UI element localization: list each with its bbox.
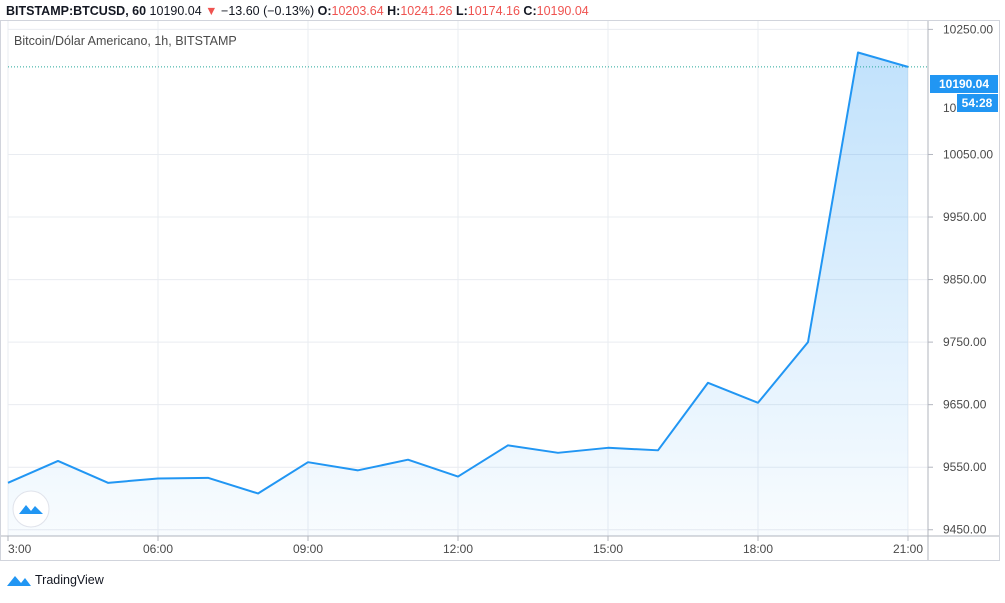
- price-badge-box: [930, 75, 998, 93]
- footer-brand[interactable]: TradingView: [35, 573, 104, 587]
- symbol-header: BITSTAMP:BTCUSD, 60 10190.04 ▼ −13.60 (−…: [6, 2, 589, 20]
- countdown-badge-box: [957, 94, 998, 112]
- logo-button-circle[interactable]: [12, 490, 50, 528]
- chart-logo-icon: [19, 505, 43, 514]
- grid-lines: [7, 20, 928, 536]
- high-value: 10241.26: [400, 4, 453, 18]
- tradingview-cloud-icon: [7, 576, 31, 586]
- chart-subtitle: Bitcoin/Dólar Americano, 1h, BITSTAMP: [14, 34, 237, 48]
- countdown-value: 54:28: [962, 96, 993, 110]
- y-tick-label: 9650.00: [943, 398, 987, 412]
- y-tick-label: 9850.00: [943, 273, 987, 287]
- close-value: 10190.04: [536, 4, 589, 18]
- area-fill: [8, 52, 908, 537]
- area-series: [8, 52, 908, 537]
- partial-tick-label: 10: [943, 101, 957, 115]
- low-label: L:: [455, 4, 468, 18]
- open-value: 10203.64: [331, 4, 384, 18]
- price-change: −13.60 (−0.13%): [221, 4, 315, 18]
- x-tick-label: 21:00: [893, 542, 923, 556]
- y-tick-label: 9750.00: [943, 335, 987, 349]
- x-axis: 3:00 06:00 09:00 12:00 15:00 18:00 21:00: [7, 536, 923, 556]
- line-series: [7, 51, 928, 495]
- footer[interactable]: TradingView: [6, 570, 104, 590]
- y-tick-label: 9550.00: [943, 460, 987, 474]
- symbol-label: BITSTAMP:BTCUSD, 60: [6, 4, 147, 18]
- x-tick-label: 06:00: [143, 542, 173, 556]
- x-tick-label: 09:00: [293, 542, 323, 556]
- down-triangle-icon: ▼: [205, 4, 218, 18]
- high-label: H:: [387, 4, 401, 18]
- close-label: C:: [523, 4, 537, 18]
- price-badge: 10190.04 10 54:28: [930, 75, 998, 115]
- tradingview-chart-logo[interactable]: [12, 490, 50, 528]
- last-price: 10190.04: [149, 4, 202, 18]
- x-tick-label: 15:00: [593, 542, 623, 556]
- x-tick-label: 18:00: [743, 542, 773, 556]
- price-line: [7, 51, 909, 495]
- y-tick-label: 9450.00: [943, 523, 987, 537]
- y-tick-label: 10250.00: [943, 22, 993, 36]
- chart-border: [0, 20, 1000, 561]
- price-badge-value: 10190.04: [939, 77, 989, 91]
- y-tick-label: 9950.00: [943, 210, 987, 224]
- y-axis[interactable]: 9450.00 9550.00 9650.00 9750.00 9850.00 9950.…: [928, 22, 993, 537]
- y-tick-label: 10050.00: [943, 147, 993, 161]
- open-label: O:: [317, 4, 332, 18]
- x-tick-label: 3:00: [8, 542, 32, 556]
- x-tick-label: 12:00: [443, 542, 473, 556]
- low-value: 10174.16: [467, 4, 520, 18]
